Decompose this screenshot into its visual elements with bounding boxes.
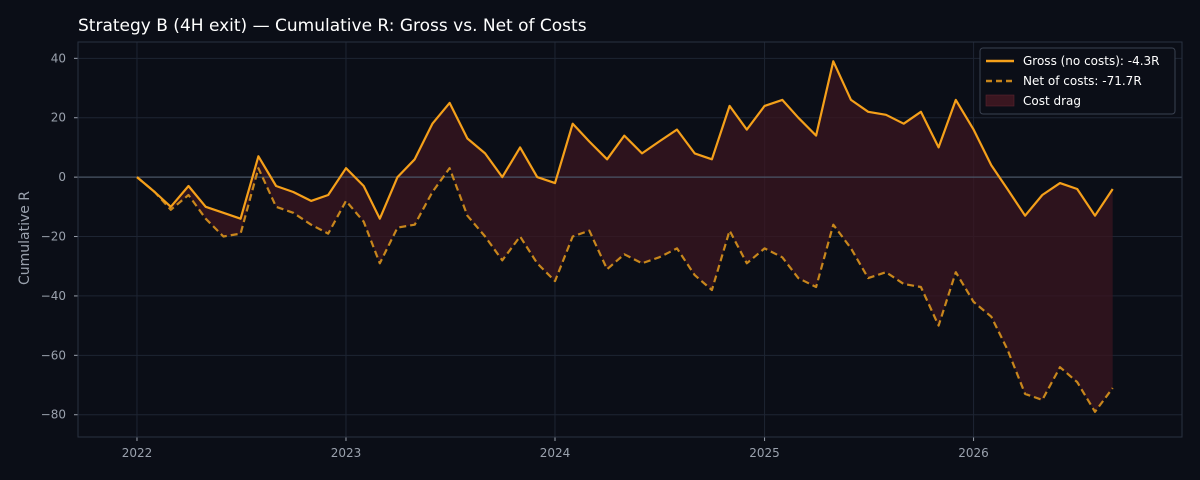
net-series-line — [136, 167, 1114, 413]
tick-labels: 2022 2023 2024 2025 2026 40 20 0 −20 −40 −60 −80 — [41, 51, 989, 460]
legend-net-label: Net of costs: -71.7R — [1023, 74, 1142, 88]
plot-frame — [77, 41, 1183, 438]
legend-gross-label: Gross (no costs): -4.3R — [1023, 54, 1160, 68]
y-axis-label: Cumulative R — [17, 191, 33, 285]
series-lines — [136, 60, 1114, 413]
x-tick-label: 2023 — [331, 446, 362, 460]
y-tick-label: −80 — [41, 408, 66, 422]
legend-cost-drag-swatch — [985, 94, 1015, 107]
y-tick-label: −20 — [41, 230, 66, 244]
legend-box — [979, 47, 1176, 115]
cost-drag-fill — [137, 61, 1113, 412]
cost-drag-area — [137, 61, 1113, 412]
legend: Gross (no costs): -4.3R Net of costs: -7… — [979, 47, 1176, 115]
legend-cost-drag-label: Cost drag — [1023, 94, 1081, 108]
y-tick-label: −40 — [41, 289, 66, 303]
x-tick-label: 2024 — [540, 446, 571, 460]
y-tick-label: 40 — [51, 51, 66, 65]
y-tick-label: 0 — [58, 170, 66, 184]
y-tick-label: 20 — [51, 111, 66, 125]
y-tick-label: −60 — [41, 348, 66, 362]
grid — [78, 42, 1182, 437]
x-tick-label: 2025 — [749, 446, 780, 460]
x-tick-label: 2022 — [122, 446, 153, 460]
chart-title: Strategy B (4H exit) — Cumulative R: Gro… — [78, 16, 587, 36]
x-tick-label: 2026 — [958, 446, 989, 460]
gross-series-line — [136, 60, 1114, 220]
